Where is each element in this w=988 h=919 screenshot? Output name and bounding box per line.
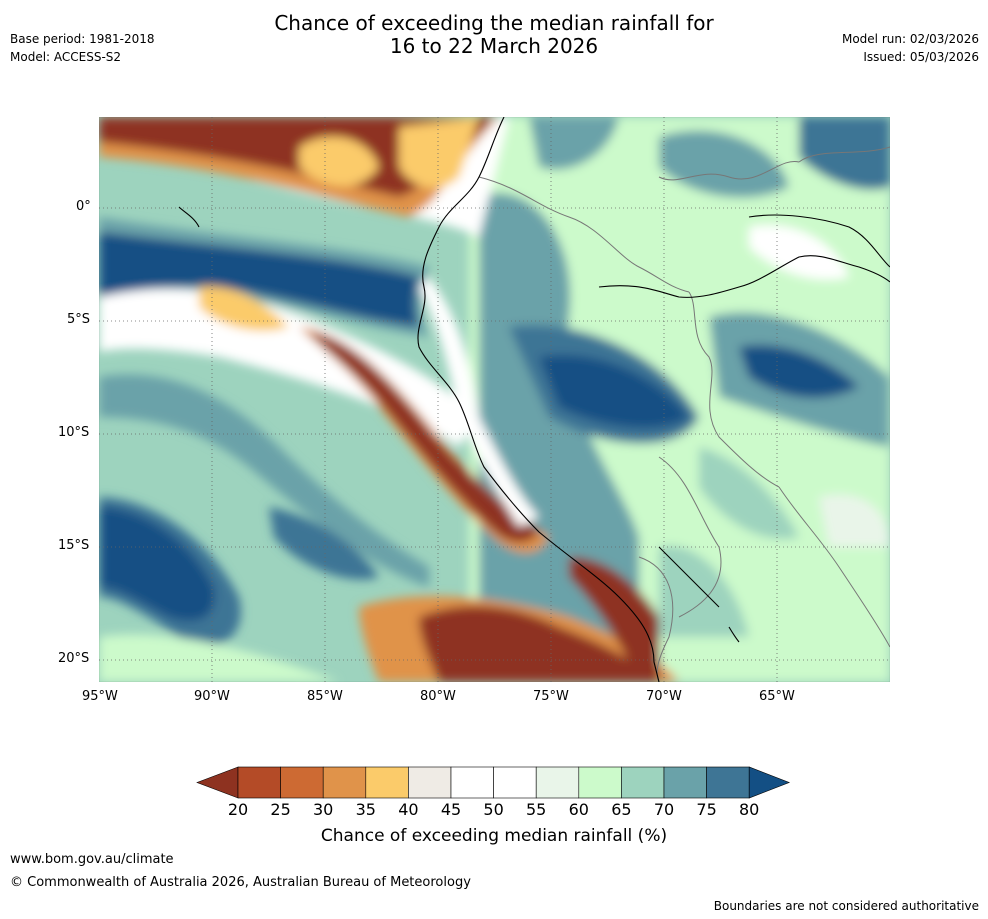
issued-text: Issued: 05/03/2026	[863, 50, 979, 64]
title-line-2: 16 to 22 March 2026	[389, 34, 599, 58]
lon-label-90w: 90°W	[194, 689, 230, 704]
colorbar-cell	[322, 766, 367, 799]
lat-label-5s: 5°S	[67, 312, 91, 327]
colorbar	[196, 766, 791, 799]
colorbar-extend-low	[196, 766, 239, 799]
lat-label-20s: 20°S	[58, 651, 90, 666]
colorbar-tick-label: 40	[398, 800, 419, 819]
colorbar-tick-label: 30	[313, 800, 334, 819]
lat-label-0: 0°	[76, 199, 91, 214]
website-text: www.bom.gov.au/climate	[10, 852, 174, 867]
model-run-text: Model run: 02/03/2026	[841, 32, 979, 46]
lon-label-70w: 70°W	[646, 689, 682, 704]
copyright-text: © Commonwealth of Australia 2026, Austra…	[10, 875, 471, 890]
colorbar-cell	[663, 766, 707, 799]
colorbar-tick-label: 75	[696, 800, 717, 819]
colorbar-cell	[621, 766, 665, 799]
colorbar-tick-label: 70	[653, 800, 675, 819]
disclaimer-text: Boundaries are not considered authoritat…	[713, 899, 979, 913]
title-line-1: Chance of exceeding the median rainfall …	[274, 11, 714, 35]
coastline	[178, 117, 890, 682]
colorbar-cell	[578, 766, 622, 799]
colorbar-cell	[706, 766, 750, 799]
lon-label-85w: 85°W	[307, 689, 343, 704]
colorbar-cell	[450, 766, 494, 799]
rainfall-probability-map	[99, 117, 890, 682]
lon-label-65w: 65°W	[759, 689, 795, 704]
colorbar-tick-label: 55	[526, 800, 547, 819]
colorbar-tick-label: 65	[611, 800, 632, 819]
map-title: Chance of exceeding the median rainfall …	[0, 12, 988, 58]
country-borders	[478, 146, 890, 682]
base-period-text: Base period: 1981-2018	[10, 32, 155, 46]
colorbar-cell	[493, 766, 537, 799]
lon-label-75w: 75°W	[533, 689, 569, 704]
colorbar-tick-label: 35	[355, 800, 376, 819]
lon-label-95w: 95°W	[82, 689, 118, 704]
colorbar-tick-label: 60	[568, 800, 589, 819]
lon-label-80w: 80°W	[420, 689, 456, 704]
colorbar-tick-label: 25	[270, 800, 291, 819]
colorbar-cell	[365, 766, 409, 799]
colorbar-tick-label: 20	[227, 800, 249, 819]
colorbar-tick-label: 80	[739, 800, 760, 819]
model-text: Model: ACCESS-S2	[10, 50, 122, 64]
colorbar-cell	[408, 766, 452, 799]
colorbar-extend-high	[748, 766, 791, 799]
colorbar-tick-label: 45	[440, 800, 462, 819]
lat-label-10s: 10°S	[58, 425, 90, 440]
colorbar-cell	[280, 766, 324, 799]
colorbar-tick-label: 50	[483, 800, 504, 819]
colorbar-label: Chance of exceeding median rainfall (%)	[320, 826, 668, 846]
colorbar-cell	[535, 766, 580, 799]
probability-field	[99, 117, 890, 682]
lat-label-15s: 15°S	[58, 538, 90, 553]
colorbar-cell	[237, 766, 281, 799]
